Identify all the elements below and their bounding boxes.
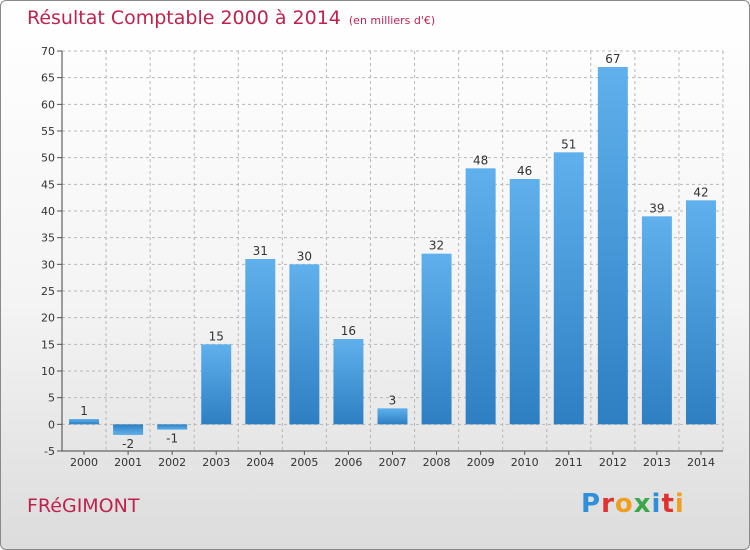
x-tick-label: 2001: [114, 456, 142, 469]
data-label: 39: [649, 201, 664, 215]
bar: [597, 67, 628, 425]
x-tick-label: 2004: [246, 456, 274, 469]
x-tick-label: 2012: [599, 456, 627, 469]
proxiti-logo[interactable]: Proxiti: [581, 489, 685, 519]
y-tick-label: 30: [41, 258, 55, 271]
x-tick-label: 2003: [202, 456, 230, 469]
x-tick-label: 2000: [70, 456, 98, 469]
y-tick-label: 25: [41, 285, 55, 298]
axes: [57, 50, 723, 455]
logo-letter: i: [674, 489, 685, 519]
y-tick-label: 55: [41, 125, 55, 138]
data-label: 16: [341, 324, 356, 338]
data-label: 42: [693, 185, 708, 199]
logo-letter: o: [614, 489, 634, 519]
bar: [685, 200, 716, 425]
x-tick-label: 2008: [423, 456, 451, 469]
x-tick-labels: 2000 2001 2002 2003 2004 2005 2006 2007 2008 2009…: [70, 456, 715, 469]
x-tick-label: 2007: [379, 456, 407, 469]
logo-letter: r: [601, 489, 615, 519]
x-tick-label: 2002: [158, 456, 186, 469]
logo-letter: t: [661, 489, 675, 519]
y-tick-label: 70: [41, 45, 55, 58]
grid-lines: [61, 50, 724, 452]
y-tick-label: 0: [48, 418, 55, 431]
bar: [553, 152, 584, 425]
bar: [641, 216, 672, 425]
x-tick-label: 2011: [555, 456, 583, 469]
y-tick-label: 5: [48, 392, 55, 405]
y-tick-label: 60: [41, 98, 55, 111]
data-label: -2: [122, 437, 134, 451]
data-label: 15: [209, 329, 224, 343]
y-tick-label: 35: [41, 232, 55, 245]
x-tick-label: 2014: [687, 456, 715, 469]
y-tick-label: 20: [41, 312, 55, 325]
data-labels: 1 -2 -1 15 31 30 16 3 32 48 46 51 67 39 42: [80, 52, 708, 451]
bar: [113, 424, 144, 435]
logo-letter: i: [651, 489, 662, 519]
chart-title: Résultat Comptable 2000 à 2014 (en millie…: [27, 7, 435, 29]
chart-title-text: Résultat Comptable 2000 à 2014: [27, 7, 341, 29]
x-tick-label: 2006: [334, 456, 362, 469]
logo-letter: P: [581, 489, 602, 519]
bar: [333, 339, 364, 425]
data-label: 31: [253, 244, 268, 258]
y-tick-label: 50: [41, 152, 55, 165]
chart-unit: (en milliers d'€): [348, 14, 436, 27]
y-tick-label: -5: [44, 445, 55, 458]
data-label: 46: [517, 164, 532, 178]
bars: [69, 67, 716, 435]
bar: [245, 259, 276, 425]
y-tick-label: 45: [41, 178, 55, 191]
bar: [465, 168, 496, 425]
bar: [157, 424, 188, 430]
bar: [289, 264, 320, 425]
x-tick-label: 2010: [511, 456, 539, 469]
logo-letter: x: [633, 489, 652, 519]
y-tick-label: 65: [41, 72, 55, 85]
x-tick-label: 2005: [290, 456, 318, 469]
data-label: 51: [561, 137, 576, 151]
data-label: -1: [166, 432, 178, 446]
data-label: 1: [80, 404, 88, 418]
commune-name: FRéGIMONT: [27, 495, 140, 517]
bar: [509, 179, 540, 425]
data-label: 67: [605, 52, 620, 66]
y-tick-labels: -5 0 5 10 15 20 25 30 35 40 45 50 55 60 65 70: [41, 45, 55, 458]
y-tick-label: 15: [41, 338, 55, 351]
x-tick-label: 2013: [643, 456, 671, 469]
data-label: 48: [473, 153, 488, 167]
data-label: 32: [429, 239, 444, 253]
data-label: 30: [297, 249, 312, 263]
data-label: 3: [389, 393, 397, 407]
x-tick-label: 2009: [467, 456, 495, 469]
y-tick-label: 40: [41, 205, 55, 218]
y-tick-label: 10: [41, 365, 55, 378]
bar: [201, 344, 232, 425]
bar: [69, 419, 100, 425]
bar: [377, 408, 408, 425]
bar: [421, 253, 452, 425]
